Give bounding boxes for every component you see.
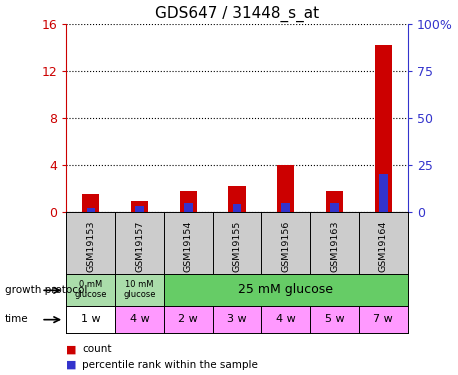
Text: GSM19164: GSM19164 bbox=[379, 220, 388, 272]
Text: GSM19157: GSM19157 bbox=[135, 220, 144, 272]
Text: 3 w: 3 w bbox=[227, 314, 247, 324]
Bar bbox=[375, 45, 392, 212]
Text: growth protocol: growth protocol bbox=[5, 285, 87, 295]
Bar bbox=[277, 165, 294, 212]
Bar bbox=[282, 202, 290, 212]
Text: 0 mM
glucose: 0 mM glucose bbox=[75, 280, 107, 299]
Bar bbox=[229, 186, 245, 212]
Text: 1 w: 1 w bbox=[81, 314, 101, 324]
Text: 2 w: 2 w bbox=[179, 314, 198, 324]
Bar bbox=[82, 194, 99, 212]
Bar bbox=[330, 202, 339, 212]
Text: percentile rank within the sample: percentile rank within the sample bbox=[82, 360, 258, 369]
Text: GSM19155: GSM19155 bbox=[233, 220, 241, 272]
Bar bbox=[233, 204, 241, 212]
Text: 4 w: 4 w bbox=[130, 314, 149, 324]
Bar bbox=[379, 174, 387, 212]
Bar bbox=[326, 191, 343, 212]
Text: 5 w: 5 w bbox=[325, 314, 344, 324]
Text: GSM19153: GSM19153 bbox=[86, 220, 95, 272]
Text: 10 mM
glucose: 10 mM glucose bbox=[123, 280, 156, 299]
Text: ■: ■ bbox=[66, 360, 77, 369]
Text: GSM19154: GSM19154 bbox=[184, 220, 193, 272]
Text: 25 mM glucose: 25 mM glucose bbox=[238, 283, 333, 296]
Text: time: time bbox=[5, 314, 28, 324]
Title: GDS647 / 31448_s_at: GDS647 / 31448_s_at bbox=[155, 5, 319, 22]
Text: 4 w: 4 w bbox=[276, 314, 295, 324]
Text: GSM19156: GSM19156 bbox=[281, 220, 290, 272]
Text: count: count bbox=[82, 345, 112, 354]
Bar bbox=[135, 206, 144, 212]
Text: GSM19163: GSM19163 bbox=[330, 220, 339, 272]
Text: ■: ■ bbox=[66, 345, 77, 354]
Bar bbox=[87, 208, 95, 212]
Bar bbox=[184, 202, 192, 212]
Text: 7 w: 7 w bbox=[373, 314, 393, 324]
Bar bbox=[180, 191, 197, 212]
Bar bbox=[131, 201, 148, 212]
